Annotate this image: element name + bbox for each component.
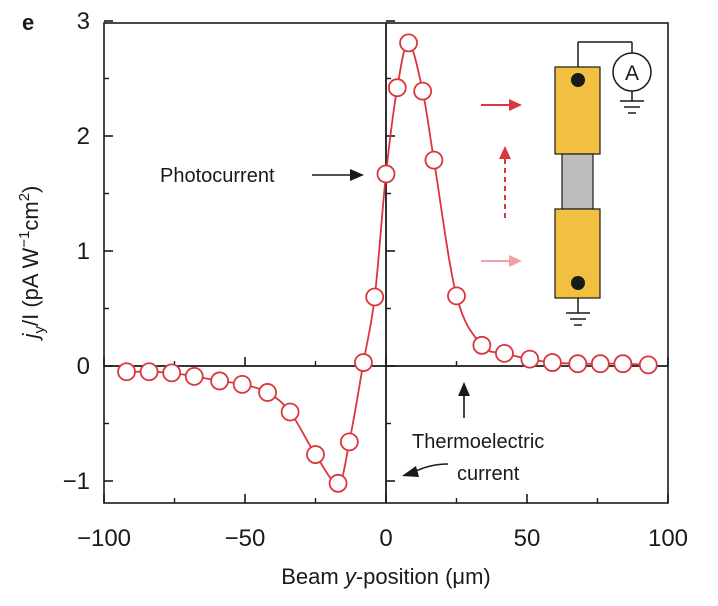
data-point	[399, 33, 418, 53]
x-tick-labels: −100 −50 0 50 100	[77, 525, 688, 552]
thermo-label-line1: Thermoelectric	[412, 431, 544, 453]
data-point	[258, 383, 277, 402]
data-point	[280, 402, 300, 422]
y-tick-label: 0	[77, 353, 90, 380]
photocurrent-arrowhead	[350, 169, 364, 181]
x-tick-label: 100	[648, 525, 688, 552]
thermo-label-line2: current	[457, 463, 520, 485]
data-point	[376, 164, 396, 184]
data-point	[232, 374, 252, 394]
beam-arrow-top-head	[509, 99, 522, 111]
data-points	[117, 33, 658, 493]
data-point	[354, 353, 373, 372]
thermo-left-arrowhead	[402, 466, 419, 477]
bottom-contact-dot	[571, 276, 585, 290]
data-point	[447, 286, 466, 306]
photocurrent-label: Photocurrent	[160, 165, 275, 187]
data-point	[339, 432, 359, 452]
data-point	[387, 78, 407, 98]
data-point	[328, 473, 348, 493]
data-point	[184, 366, 204, 386]
data-point	[139, 362, 159, 382]
x-tick-label: 50	[514, 525, 541, 552]
data-point	[542, 353, 562, 372]
x-tick-label: −50	[225, 525, 266, 552]
panel-label: e	[22, 10, 34, 35]
y-tick-label: 2	[77, 123, 90, 150]
data-point	[162, 363, 182, 383]
y-tick-label: −1	[63, 468, 90, 495]
y-axis-label: jy/I (pA W−1cm2)	[16, 186, 48, 342]
x-tick-label: 0	[379, 525, 392, 552]
thermo-left-arrow	[413, 463, 449, 473]
data-point	[210, 371, 230, 391]
data-point	[638, 355, 658, 375]
data-point	[306, 445, 325, 464]
channel	[561, 153, 594, 210]
scan-arrow-head	[499, 146, 511, 159]
x-tick-label: −100	[77, 525, 131, 552]
data-point	[365, 287, 385, 307]
data-point	[568, 354, 588, 374]
data-point	[495, 343, 514, 363]
y-tick-labels: −1 0 1 2 3	[63, 8, 90, 495]
beam-arrow-bottom-head	[509, 255, 522, 267]
data-point	[117, 362, 136, 382]
device-schematic: A	[481, 41, 652, 326]
data-point	[590, 354, 610, 374]
x-axis-label: Beam y-position (μm)	[281, 564, 491, 589]
ammeter-label: A	[625, 62, 639, 85]
data-point	[472, 335, 492, 355]
data-point	[424, 150, 444, 170]
data-point	[413, 81, 433, 101]
data-point	[613, 354, 633, 374]
thermo-up-arrowhead	[458, 382, 470, 396]
top-contact-dot	[571, 73, 585, 87]
y-tick-label: 3	[77, 8, 90, 35]
data-point	[520, 349, 540, 369]
y-tick-label: 1	[77, 238, 90, 265]
